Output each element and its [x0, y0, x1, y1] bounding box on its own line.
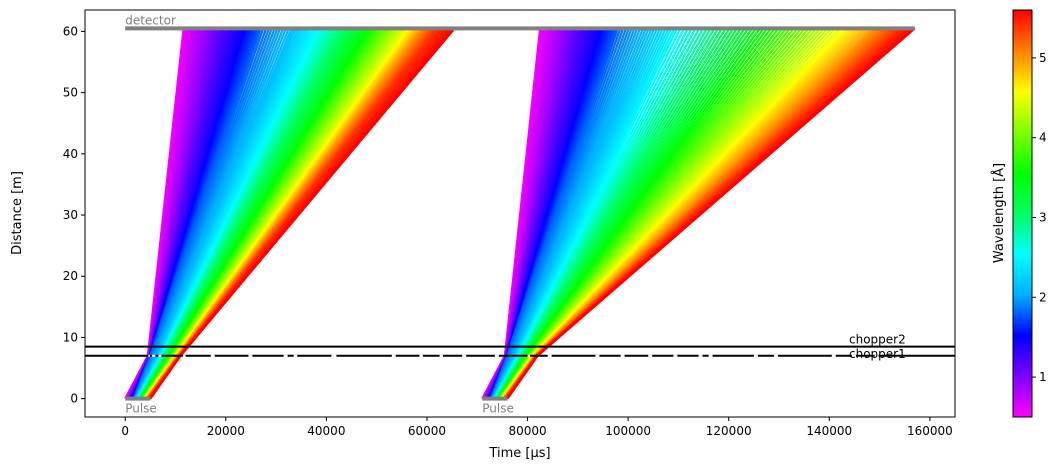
colorbar-tick-label: 5 [1039, 51, 1047, 65]
pulses: Pulse Pulse [125, 396, 514, 416]
pulse-label: Pulse [125, 402, 157, 416]
y-tick-label: 60 [63, 24, 78, 38]
colorbar-label: Wavelength [Å] [991, 163, 1007, 263]
y-axis-ticks: 0 10 20 30 40 50 60 [63, 24, 85, 406]
x-tick-label: 40000 [307, 424, 345, 438]
x-tick-label: 160000 [907, 424, 953, 438]
y-tick-label: 10 [63, 330, 78, 344]
y-tick-label: 40 [63, 147, 78, 161]
x-axis-ticks: 0 20000 40000 60000 80000 100000 120000 140000 1… [121, 417, 953, 438]
ray-trajectories [124, 27, 916, 400]
x-tick-label: 100000 [605, 424, 651, 438]
detector-label: detector [125, 13, 176, 27]
y-tick-label: 50 [63, 86, 78, 100]
x-axis-label: Time [µs] [488, 446, 550, 461]
y-tick-label: 20 [63, 269, 78, 283]
pulse-label: Pulse [482, 402, 514, 416]
colorbar [1012, 9, 1033, 418]
x-tick-label: 140000 [806, 424, 852, 438]
x-tick-label: 0 [121, 424, 129, 438]
colorbar-tick-label: 4 [1039, 131, 1047, 145]
x-tick-label: 60000 [408, 424, 446, 438]
y-tick-label: 30 [63, 208, 78, 222]
chopper-label: chopper1 [849, 347, 906, 361]
y-axis-label: Distance [m] [10, 171, 25, 255]
x-tick-label: 20000 [207, 424, 245, 438]
x-tick-label: 80000 [508, 424, 546, 438]
colorbar-tick-label: 1 [1039, 370, 1047, 384]
chopper-label: chopper2 [849, 333, 906, 347]
colorbar-tick-label: 2 [1039, 290, 1047, 304]
choppers [85, 345, 955, 357]
colorbar-tick-label: 3 [1039, 210, 1047, 224]
detector: detector [125, 13, 915, 31]
y-tick-label: 0 [70, 392, 78, 406]
x-tick-label: 120000 [706, 424, 752, 438]
colorbar-ticks: 1 2 3 4 5 [1032, 51, 1047, 384]
plot-area-frame [84, 9, 956, 418]
